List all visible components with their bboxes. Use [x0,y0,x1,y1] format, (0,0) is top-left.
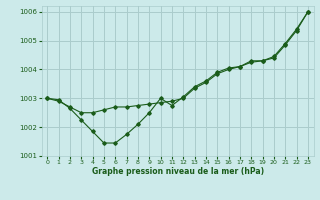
X-axis label: Graphe pression niveau de la mer (hPa): Graphe pression niveau de la mer (hPa) [92,167,264,176]
